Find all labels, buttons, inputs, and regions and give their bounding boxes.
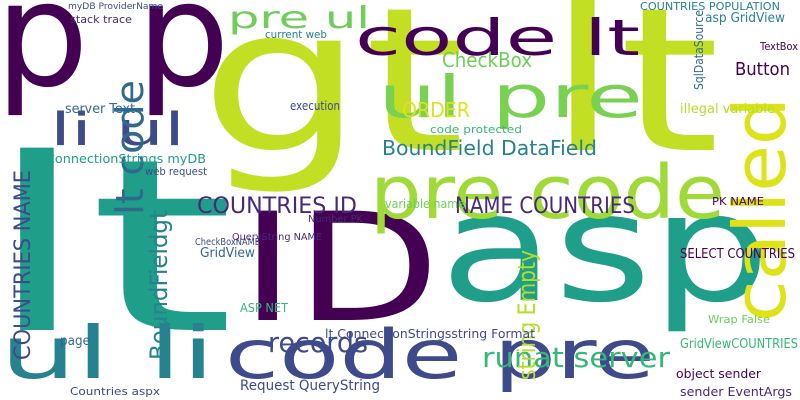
word: asp [440,162,770,336]
word: execution [290,99,340,113]
word: COUNTRIES ID [197,194,357,219]
word: web request [145,165,208,178]
word: li ul [50,103,185,156]
word: lt [0,107,235,387]
word: runat server [482,341,671,374]
word: records [268,326,368,359]
word: BoundField DataField [382,136,597,160]
word: variable name [385,197,465,211]
word: TextBox [759,40,798,53]
word: gt lt [200,0,720,198]
word: Button [735,59,790,80]
word: server Text [65,102,135,117]
word: current web [265,28,327,41]
word: GridView [200,246,255,261]
word: Number PK [308,214,363,225]
word: sender EventArgs [680,385,792,399]
word: NAME COUNTRIES [455,194,635,219]
word: CheckBox [442,48,532,72]
word: pre code [370,150,725,236]
word: SELECT COUNTRIES [680,247,795,262]
word: CheckBoxNAME [195,237,260,248]
word: QueryString NAME [232,232,322,243]
word: Request QueryString [240,378,380,394]
word: asp GridView [705,11,785,26]
word: stack trace [70,13,132,26]
word: GridViewCOUNTRIES [680,337,798,352]
word: code protected [430,123,522,136]
word: ul li [0,311,215,395]
word: SqlDataSource [692,10,706,90]
word: code pre [225,316,655,395]
word: page [60,334,90,349]
word: ConnectionStrings myDB [46,152,206,166]
word: ASP NET [240,301,289,315]
word: ID [240,182,440,356]
word: pre ul [228,1,370,36]
word: called [718,97,800,322]
word: PK NAME [712,195,764,208]
word: COUNTRIES NAME [11,170,36,360]
word: p p [0,0,230,120]
word: ul pre [378,63,643,131]
word: code lt [355,9,640,67]
word: illegal variable [680,102,775,117]
word: Countries aspx [70,385,161,398]
word: BoundFieldgt [145,210,173,360]
word: lt ConnectionStringsstring Format [325,327,535,341]
word: myDB ProviderName [68,2,163,12]
word: string Empty [513,250,541,380]
word: ORDER [402,98,470,122]
word: object sender [676,367,761,381]
word: lt code [108,80,152,215]
word: Wrap False [708,313,770,326]
word: COUNTRIES POPULATION [640,0,780,13]
